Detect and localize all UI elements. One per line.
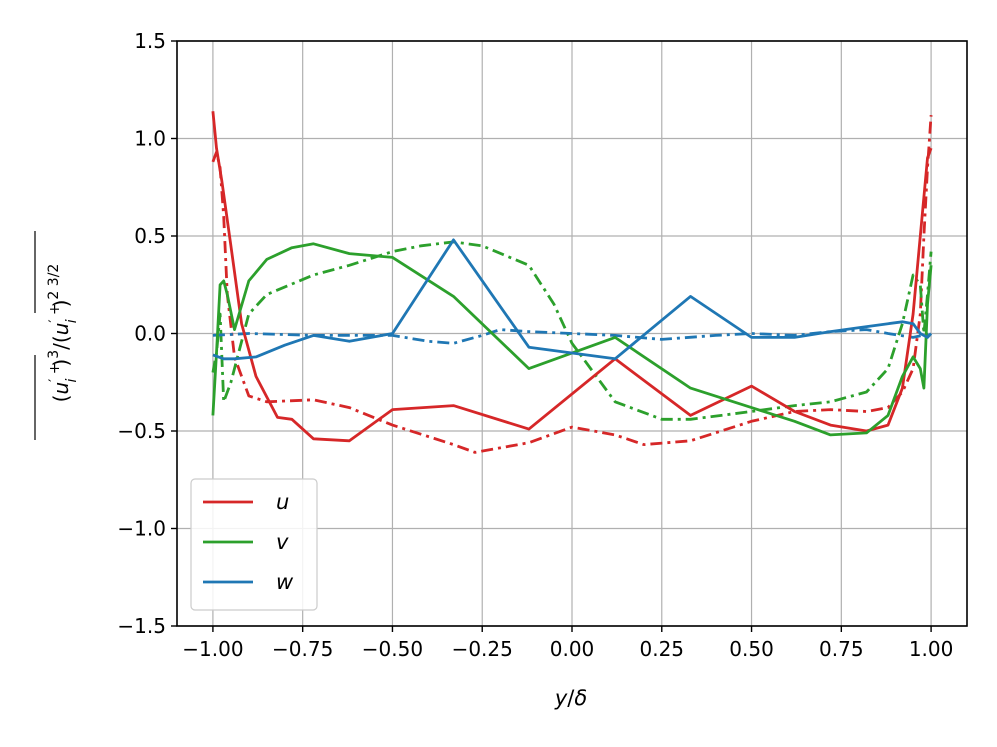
x-axis-label-delta: δ [574, 686, 587, 710]
legend-label-u: u [276, 490, 289, 514]
x-tick-label: 0.50 [729, 637, 774, 661]
y-tick-label: 1.0 [134, 127, 166, 151]
y-tick-label: −0.5 [117, 419, 166, 443]
series-line-unnamed-4-dashdot [211, 240, 933, 421]
x-tick-label: 0.25 [640, 637, 685, 661]
y-tick-label: −1.0 [117, 517, 166, 541]
legend: uvw [190, 478, 318, 611]
series-line-u-solid [211, 111, 933, 443]
x-tick-label: −0.25 [452, 637, 513, 661]
legend-box [190, 478, 318, 611]
x-tick-label: 0.75 [819, 637, 864, 661]
x-axis-label-slash: / [567, 686, 575, 710]
y-tick-label: −1.5 [117, 614, 166, 638]
series-line-unnamed-3-dashdot [211, 115, 933, 454]
series-line-unnamed-5-dashdot [212, 328, 932, 345]
series-lines [211, 111, 933, 454]
series-line-v-solid [211, 242, 933, 437]
x-axis-label: y/δ [554, 686, 587, 710]
x-tick-label: 0.00 [550, 637, 595, 661]
x-tick-label: −0.50 [362, 637, 423, 661]
y-axis-label: (u′ +i)3/(u′ +i)2 3/2 [34, 231, 80, 440]
y-tick-label: 1.5 [134, 29, 166, 53]
series-line-w-solid [212, 238, 933, 361]
y-axis-label-text: (u′ +i)3/(u′ +i)2 3/2 [46, 264, 80, 403]
x-axis-ticks: −1.00 −0.75 −0.50 −0.25 0.00 0.25 0.50 0.75 1.00 [182, 626, 953, 661]
x-axis-label-y: y [554, 686, 568, 710]
y-tick-label: 0.0 [134, 322, 166, 346]
legend-label-v: v [276, 530, 289, 554]
legend-label-w: w [276, 570, 294, 594]
x-tick-label: −0.75 [272, 637, 333, 661]
y-axis-ticks: −1.5 −1.0 −0.5 0.0 0.5 1.0 1.5 [117, 29, 177, 638]
y-tick-label: 0.5 [134, 224, 166, 248]
x-tick-label: −1.00 [182, 637, 243, 661]
x-tick-label: 1.00 [909, 637, 954, 661]
